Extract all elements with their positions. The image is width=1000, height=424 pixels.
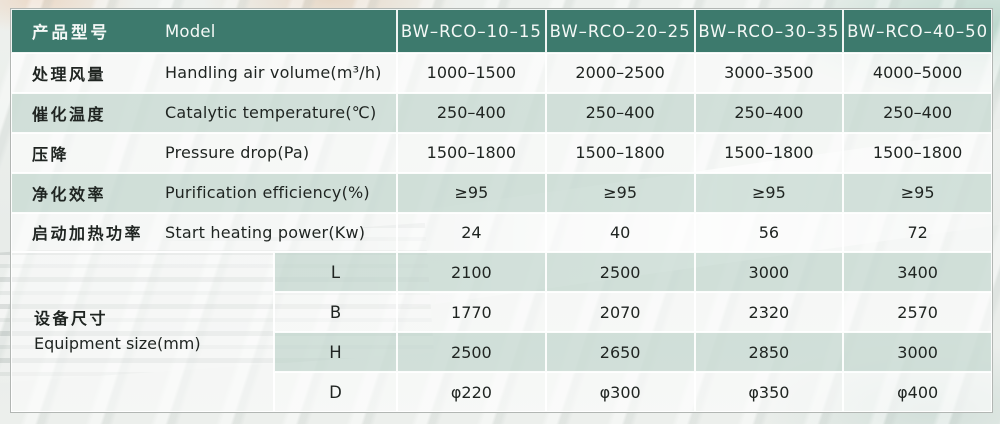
spec-value: 250–400	[843, 92, 992, 133]
dim-label: H	[274, 332, 397, 373]
spec-value: 2570	[843, 292, 992, 333]
spec-value: 3400	[843, 252, 992, 293]
spec-value: 4000–5000	[843, 53, 992, 93]
spec-value: 1500–1800	[843, 132, 992, 173]
spec-value: 3000–3500	[694, 53, 844, 93]
row-label-en: Start heating power(Kw)	[165, 222, 366, 242]
spec-value: 2650	[545, 332, 695, 373]
product-spec-table: 产品型号 Model BW–RCO–10–15 BW–RCO–20–25 BW–…	[10, 8, 993, 413]
row-label-cell: 催化温度 Catalytic temperature(℃)	[11, 92, 397, 133]
spec-value: φ220	[397, 372, 546, 412]
model-header: BW–RCO–30–35	[694, 9, 844, 53]
spec-value: 40	[545, 212, 695, 253]
row-label-cell: 压降 Pressure drop(Pa)	[11, 132, 397, 173]
spec-value: φ350	[694, 372, 844, 412]
row-label-cell: 处理风量 Handling air volume(m³/h)	[11, 53, 397, 93]
spec-value: ≥95	[397, 172, 546, 213]
spec-value: 2500	[545, 252, 695, 293]
spec-value: 1500–1800	[545, 132, 695, 173]
spec-value: 72	[843, 212, 992, 253]
spec-value: 3000	[694, 252, 844, 293]
spec-value: ≥95	[694, 172, 844, 213]
row-label-en: Handling air volume(m³/h)	[165, 63, 382, 83]
row-label-cn: 压降	[32, 144, 70, 164]
spec-value: 2850	[694, 332, 844, 373]
spec-value: 2500	[397, 332, 546, 373]
equipment-size-label-en: Equipment size(mm)	[34, 334, 201, 354]
spec-value: 250–400	[545, 92, 695, 133]
header-model-label-cell: 产品型号 Model	[11, 9, 397, 53]
row-label-cn: 启动加热功率	[32, 224, 144, 244]
spec-value: 24	[397, 212, 546, 253]
spec-value: 3000	[843, 332, 992, 373]
row-label-cn: 催化温度	[32, 104, 107, 124]
model-header: BW–RCO–10–15	[397, 9, 546, 53]
spec-value: 56	[694, 212, 844, 253]
spec-value: 2000–2500	[545, 53, 695, 93]
dim-label: L	[274, 252, 397, 293]
spec-value: ≥95	[545, 172, 695, 213]
spec-value: ≥95	[843, 172, 992, 213]
row-label-en: Pressure drop(Pa)	[165, 143, 310, 163]
row-label-cn: 处理风量	[32, 64, 107, 84]
row-label-cell: 启动加热功率 Start heating power(Kw)	[11, 212, 397, 253]
spec-value: 1000–1500	[397, 53, 546, 93]
spec-value: 2070	[545, 292, 695, 333]
equipment-size-label-cell: 设备尺寸 Equipment size(mm)	[11, 252, 274, 412]
spec-value: φ400	[843, 372, 992, 412]
dim-label: B	[274, 292, 397, 333]
spec-value: 250–400	[397, 92, 546, 133]
equipment-size-label-cn: 设备尺寸	[34, 309, 109, 329]
spec-value: 250–400	[694, 92, 844, 133]
row-label-cn: 净化效率	[32, 184, 107, 204]
spec-value: φ300	[545, 372, 695, 412]
row-label-cell: 净化效率 Purification efficiency(%)	[11, 172, 397, 213]
spec-value: 1500–1800	[694, 132, 844, 173]
row-label-en: Purification efficiency(%)	[165, 183, 370, 203]
spec-value: 2100	[397, 252, 546, 293]
row-label-en: Catalytic temperature(℃)	[165, 103, 377, 123]
model-header: BW–RCO–40–50	[843, 9, 992, 53]
spec-value: 1770	[397, 292, 546, 333]
spec-value: 1500–1800	[397, 132, 546, 173]
header-label-cn: 产品型号	[32, 23, 110, 42]
dim-label: D	[274, 372, 397, 412]
spec-value: 2320	[694, 292, 844, 333]
model-header: BW–RCO–20–25	[545, 9, 695, 53]
header-label-en: Model	[165, 21, 216, 41]
